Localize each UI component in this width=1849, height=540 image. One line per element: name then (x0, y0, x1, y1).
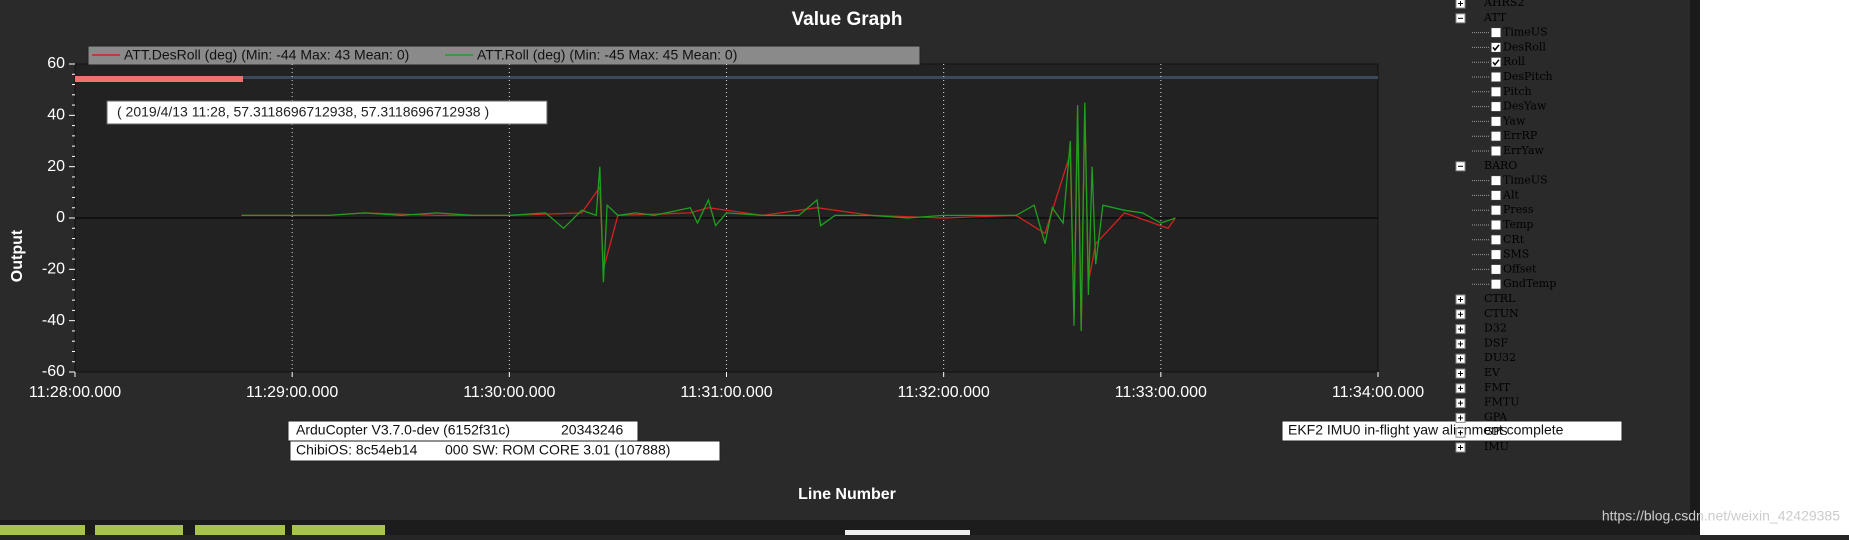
tree-node: DSF (1484, 336, 1508, 349)
y-tick-label: 0 (56, 209, 65, 226)
tree-leaf: Pitch (1503, 85, 1532, 98)
x-tick-label: 11:31:00.000 (680, 384, 772, 401)
tree-node: FMT (1484, 381, 1511, 394)
watermark: https://blog.csdn.net/weixin_42429385 (1602, 508, 1840, 524)
tree-node: ATT (1483, 11, 1507, 24)
checkbox[interactable] (1490, 278, 1502, 290)
tree-leaf: Roll (1503, 55, 1525, 68)
tree-node: CTRL (1484, 292, 1516, 305)
x-tick-label: 11:32:00.000 (898, 384, 990, 401)
msg: ArduCopter V3.7.0-dev (6152f31c) (296, 422, 510, 438)
tree-leaf: TimeUS (1503, 26, 1548, 39)
tree: AHRS2ATTTimeUSDesRollRollDesPitchPitchDe… (1455, 0, 1556, 453)
tree-leaf: Temp (1503, 218, 1533, 231)
checkbox[interactable] (1490, 71, 1502, 83)
y-axis-label: Output (9, 229, 26, 282)
tree-leaf: GndTemp (1503, 277, 1556, 290)
tree-leaf: Press (1503, 203, 1534, 216)
tree-panel (1700, 0, 1849, 535)
tree-node: CTUN (1484, 307, 1519, 320)
msg: EKF2 IMU0 in-flight yaw alignment comple… (1288, 422, 1564, 438)
legend-label: ATT.DesRoll (deg) (Min: -44 Max: 43 Mean… (124, 47, 409, 63)
tree-leaf: DesPitch (1503, 70, 1553, 83)
x-tick-label: 11:33:00.000 (1115, 384, 1207, 401)
tree-leaf: Offset (1503, 262, 1537, 275)
checkbox[interactable] (1490, 204, 1502, 216)
checkbox[interactable] (1490, 27, 1502, 39)
tree-node: DU32 (1484, 351, 1516, 364)
tree-node: GPS (1484, 425, 1508, 438)
series-line (241, 107, 1176, 331)
tree-node: FMTU (1484, 396, 1520, 409)
chart-title: Value Graph (792, 9, 903, 30)
checkbox[interactable] (1490, 175, 1502, 187)
y-tick-label: 20 (47, 158, 65, 175)
splitter[interactable] (1690, 0, 1700, 535)
checkbox[interactable] (1490, 189, 1502, 201)
y-tick-label: -60 (42, 363, 65, 380)
checkbox[interactable] (1490, 130, 1502, 142)
checkbox[interactable] (1490, 101, 1502, 113)
y-tick-label: 60 (47, 55, 65, 72)
tree-node: EV (1484, 366, 1501, 379)
x-tick-label: 11:30:00.000 (463, 384, 555, 401)
y-tick-label: 40 (47, 107, 65, 124)
tree-node: IMU (1484, 440, 1509, 453)
legend (87, 45, 921, 66)
msg: 20343246 (561, 422, 624, 438)
checkbox[interactable] (1490, 219, 1502, 231)
checkbox[interactable] (1490, 263, 1502, 275)
checkbox[interactable] (1490, 41, 1502, 53)
tree-leaf: Yaw (1502, 114, 1526, 127)
x-axis-label: Line Number (798, 486, 896, 503)
checkbox[interactable] (1490, 234, 1502, 246)
checkbox[interactable] (1490, 86, 1502, 98)
checkbox[interactable] (1490, 145, 1502, 157)
tree-leaf: CRt (1503, 233, 1525, 246)
status-bar (0, 520, 1700, 535)
button[interactable] (195, 525, 285, 535)
range-track (243, 76, 1378, 79)
tree-leaf: DesYaw (1503, 100, 1547, 113)
button[interactable] (0, 525, 85, 535)
marks: 60 40 20 0 -20 -40 -60 11:28:00.000 11:29:00.000… (29, 55, 1424, 401)
tree-node: BARO (1484, 159, 1517, 172)
checkbox[interactable] (1490, 56, 1502, 68)
msg-box (1281, 420, 1623, 442)
msg: 000 SW: ROM CORE 3.01 (107888) (445, 442, 670, 458)
tree-leaf: SMS (1503, 248, 1529, 261)
x-tick-label: 11:28:00.000 (29, 384, 121, 401)
y-tick-label: -40 (42, 312, 65, 329)
checkbox[interactable] (1490, 115, 1502, 127)
button[interactable] (95, 525, 183, 535)
y-tick-label: -20 (42, 261, 65, 278)
tree-leaf: Alt (1502, 188, 1519, 201)
tree-node: GPA (1484, 410, 1508, 423)
x-tick-label: 11:34:00.000 (1332, 384, 1424, 401)
tooltip: ( 2019/4/13 11:28, 57.3118696712938, 57.… (117, 104, 489, 120)
series-line (241, 102, 1176, 331)
msg: ChibiOS: 8c54eb14 (296, 442, 418, 458)
x-tick-label: 11:29:00.000 (246, 384, 338, 401)
button[interactable] (292, 525, 385, 535)
legend-label: ATT.Roll (deg) (Min: -45 Max: 45 Mean: 0… (477, 47, 737, 63)
tree-node: AHRS2 (1483, 0, 1524, 9)
tree-leaf: DesRoll (1503, 40, 1546, 53)
tooltip-box (106, 100, 548, 125)
checkbox[interactable] (1490, 249, 1502, 261)
checkmark (1492, 44, 1500, 52)
checkmark (1492, 59, 1500, 66)
input[interactable] (845, 530, 970, 535)
range-bar (75, 76, 243, 82)
tree-node: D32 (1484, 322, 1507, 335)
msg-box (289, 440, 721, 462)
tree-leaf: TimeUS (1503, 174, 1548, 187)
tree-leaf: ErrYaw (1503, 144, 1545, 157)
tree-leaf: ErrRP (1503, 129, 1538, 142)
